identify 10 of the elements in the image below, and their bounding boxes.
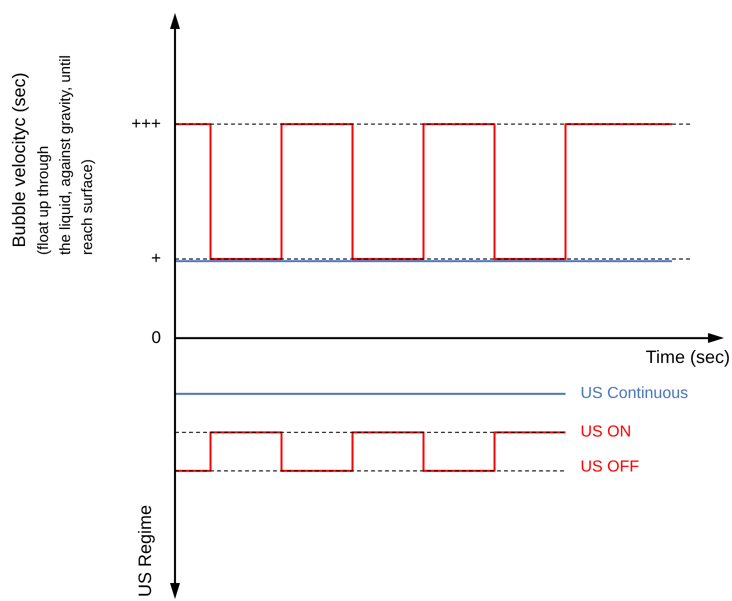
text: 0	[152, 328, 161, 347]
text: Bubble velocityc (sec)	[8, 72, 29, 248]
text: US Regime	[134, 504, 155, 597]
series-label: US Continuous	[580, 385, 688, 402]
text: +	[151, 248, 162, 268]
ref-line-label: US ON	[580, 424, 632, 441]
text: +++	[131, 114, 162, 133]
x-axis-title: Time (sec)	[646, 347, 730, 368]
text: (float up through the liquid, against gravity, until reach surface)	[35, 55, 96, 255]
ref-line-label: US OFF	[580, 458, 640, 476]
